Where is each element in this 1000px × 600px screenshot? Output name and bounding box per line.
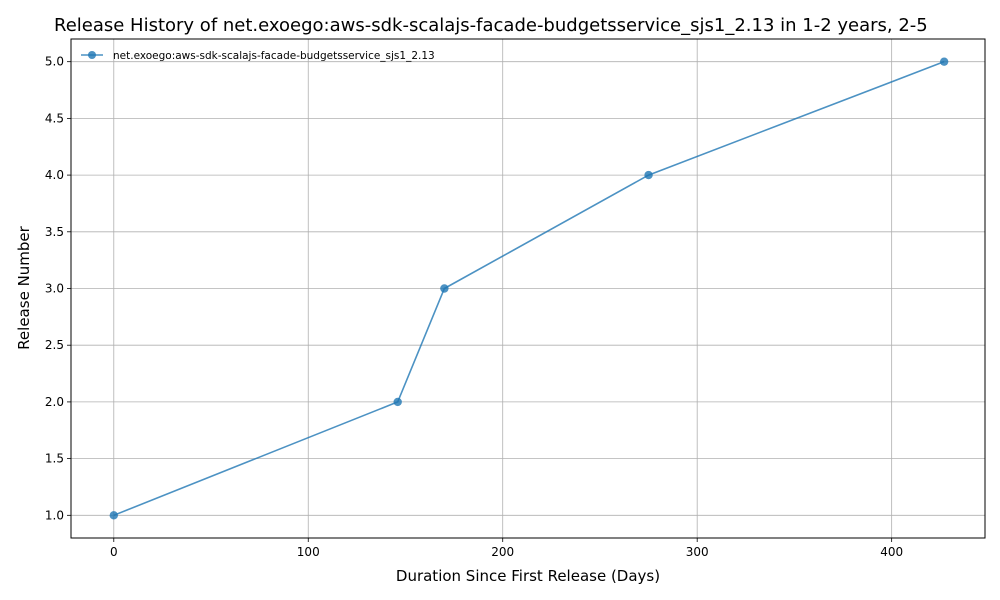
y-tick-label: 5.0 bbox=[45, 55, 64, 69]
data-point bbox=[939, 57, 949, 66]
y-tick-label: 3.5 bbox=[45, 225, 64, 239]
data-point bbox=[393, 397, 402, 407]
y-tick-label: 2.5 bbox=[45, 338, 64, 352]
x-tick-label: 0 bbox=[110, 545, 118, 559]
grid bbox=[71, 39, 985, 538]
chart-title: Release History of net.exoego:aws-sdk-sc… bbox=[54, 15, 928, 36]
data-point bbox=[440, 284, 449, 293]
legend-label: net.exoego:aws-sdk-scalajs-facade-budget… bbox=[113, 50, 435, 62]
x-tick-label: 300 bbox=[686, 545, 709, 559]
y-tick-label: 2.0 bbox=[45, 395, 64, 409]
y-tick-label: 1.0 bbox=[45, 508, 64, 522]
data-point bbox=[109, 511, 118, 520]
legend-marker-swatch bbox=[88, 51, 96, 59]
y-tick-label: 1.5 bbox=[45, 452, 64, 466]
y-tick-label: 4.5 bbox=[45, 111, 64, 125]
y-ticks: 1.0 1.5 2.0 2.5 3.0 3.5 4.0 4.5 5.0 bbox=[45, 55, 71, 522]
x-axis-title: Duration Since First Release (Days) bbox=[396, 567, 660, 585]
data-point bbox=[644, 170, 653, 180]
y-tick-label: 3.0 bbox=[45, 282, 64, 296]
series-layer bbox=[109, 57, 949, 520]
x-ticks: 0 100 200 300 400 bbox=[110, 538, 903, 559]
y-axis-title: Release Number bbox=[15, 225, 33, 349]
legend: net.exoego:aws-sdk-scalajs-facade-budget… bbox=[81, 50, 435, 62]
x-tick-label: 100 bbox=[297, 545, 320, 559]
x-tick-label: 400 bbox=[880, 545, 903, 559]
x-tick-label: 200 bbox=[491, 545, 514, 559]
y-tick-label: 4.0 bbox=[45, 168, 64, 182]
